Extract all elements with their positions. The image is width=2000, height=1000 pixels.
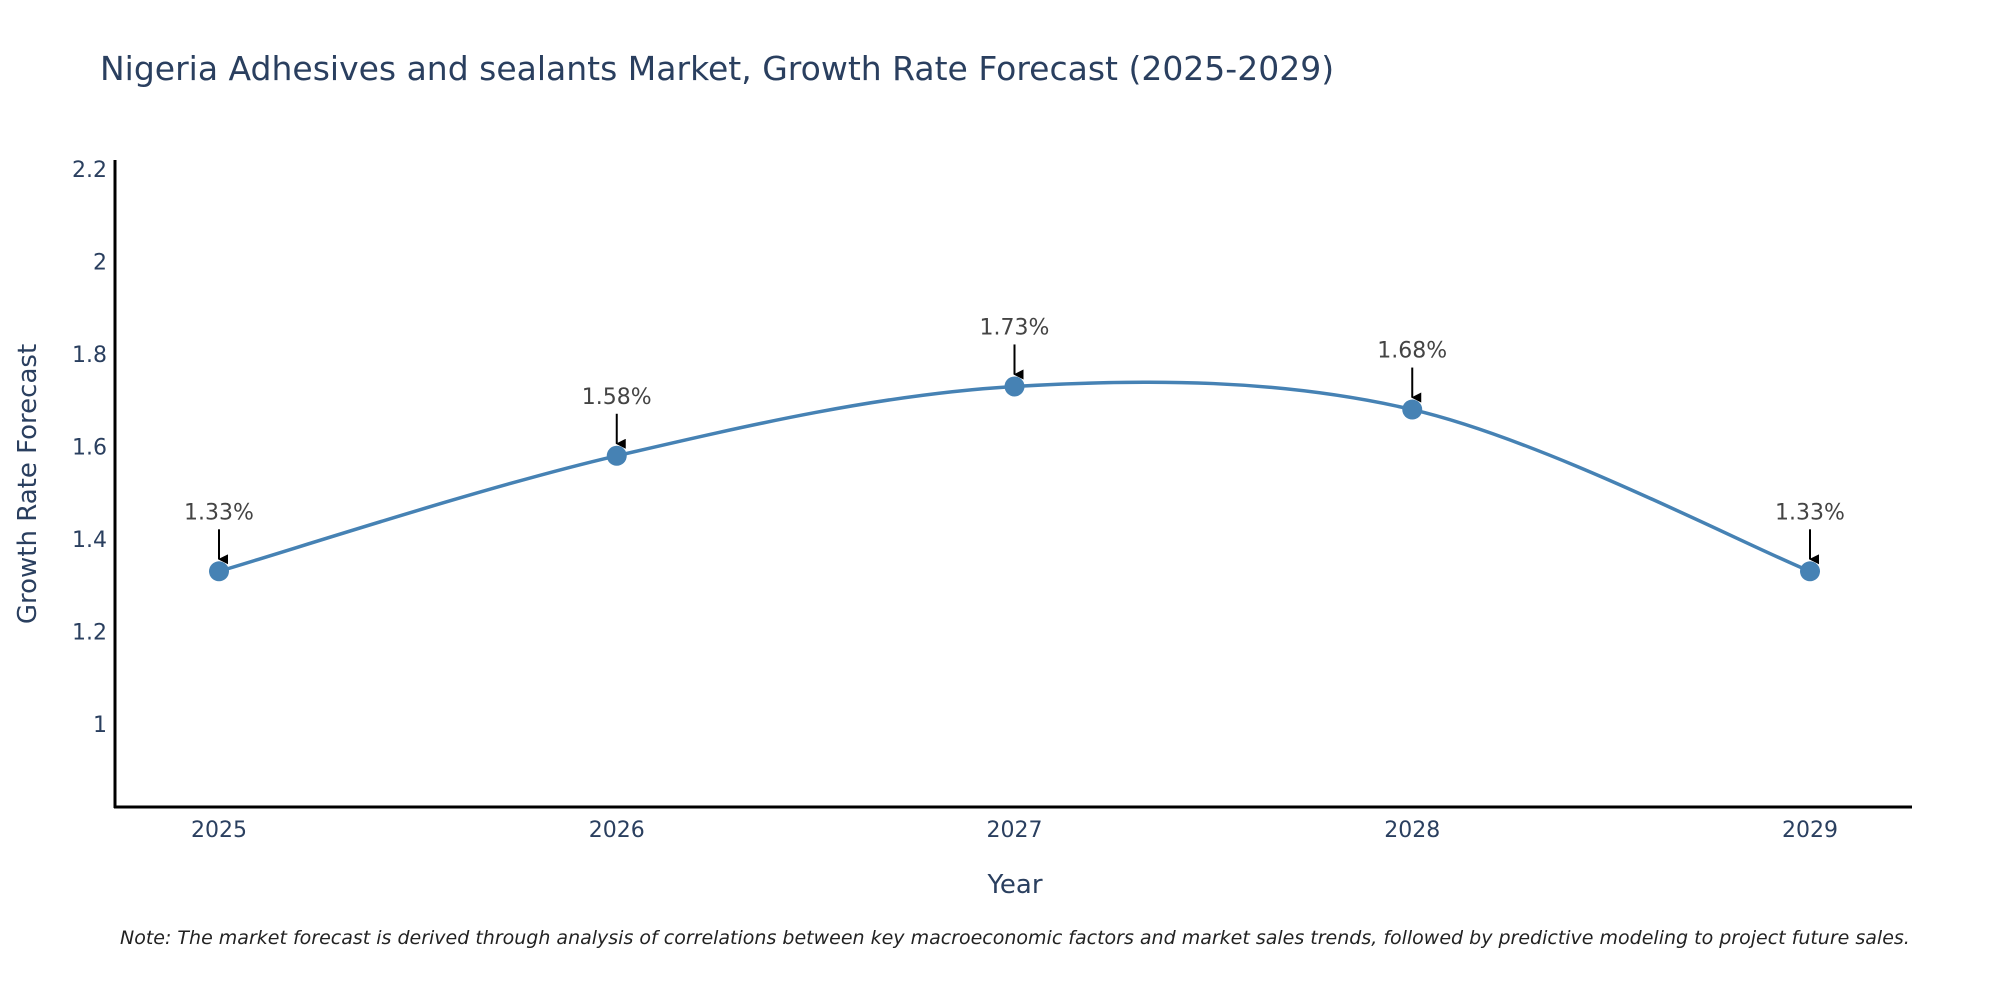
y-tick-label: 2.2 <box>72 158 107 183</box>
data-point <box>1800 561 1820 582</box>
x-tick-label: 2027 <box>987 818 1043 843</box>
data-point <box>606 445 627 466</box>
data-label: 1.33% <box>1775 500 1845 525</box>
y-axis-title: Growth Rate Forecast <box>13 344 43 624</box>
data-label: 1.58% <box>582 385 652 410</box>
x-tick-label: 2028 <box>1384 818 1440 843</box>
x-tick-label: 2025 <box>191 818 247 843</box>
data-point <box>1402 399 1423 420</box>
x-tick-label: 2026 <box>589 818 645 843</box>
x-tick-label: 2029 <box>1782 818 1838 843</box>
y-tick-label: 1 <box>93 713 107 738</box>
data-point <box>209 561 229 582</box>
y-axis-ticks: 1 1.2 1.4 1.6 1.8 2 2.2 <box>72 158 107 738</box>
y-tick-label: 1.8 <box>72 343 107 368</box>
series-line <box>218 380 1811 573</box>
y-tick-label: 1.6 <box>72 436 107 461</box>
x-axis-title: Year <box>986 870 1042 900</box>
chart-title: Nigeria Adhesives and sealants Market, G… <box>100 49 1334 88</box>
chart-note: Note: The market forecast is derived thr… <box>120 927 1910 949</box>
series-layer <box>209 376 1820 582</box>
y-tick-label: 1.2 <box>72 620 107 645</box>
data-label: 1.73% <box>980 315 1050 340</box>
annotation-layer: 1.33% 1.58% 1.73% 1.68% 1.33% <box>184 315 1845 565</box>
y-tick-label: 2 <box>93 251 107 276</box>
data-point <box>1004 376 1025 397</box>
x-axis-ticks: 2025 2026 2027 2028 2029 <box>191 818 1838 843</box>
y-tick-label: 1.4 <box>72 528 107 553</box>
data-label: 1.33% <box>184 500 254 525</box>
data-label: 1.68% <box>1377 339 1447 364</box>
